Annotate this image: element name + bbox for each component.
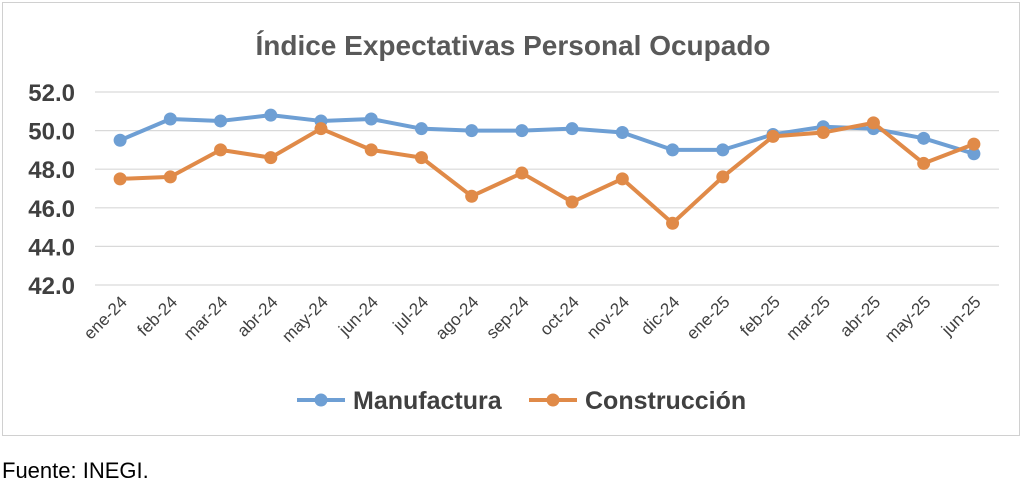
data-point[interactable] <box>414 122 428 136</box>
x-tick-label: sep-24 <box>483 292 533 342</box>
x-tick-label: ago-24 <box>432 292 483 343</box>
chart-frame: Índice Expectativas Personal Ocupado 42.… <box>2 2 1020 436</box>
line-chart: Índice Expectativas Personal Ocupado 42.… <box>28 30 999 415</box>
legend-swatch-marker <box>314 393 328 407</box>
x-tick-label: feb-24 <box>134 292 182 340</box>
data-point[interactable] <box>515 166 529 180</box>
series-line <box>118 113 976 156</box>
data-point[interactable] <box>163 170 177 184</box>
data-point[interactable] <box>163 112 177 126</box>
y-axis-ticks: 42.0 44.0 46.0 48.0 50.0 52.0 <box>28 80 75 300</box>
legend-swatch-marker <box>546 393 560 407</box>
x-tick-label: nov-24 <box>583 292 633 342</box>
x-tick-label: jun-24 <box>334 292 382 340</box>
data-point[interactable] <box>465 189 479 203</box>
legend-item-manufactura[interactable]: Manufactura <box>297 387 503 415</box>
series-line <box>118 120 976 226</box>
x-tick-label: abr-25 <box>836 292 884 340</box>
legend[interactable]: Manufactura Construcción <box>297 387 746 415</box>
data-point[interactable] <box>666 143 680 157</box>
data-point[interactable] <box>917 156 931 170</box>
data-point[interactable] <box>515 124 529 138</box>
data-point[interactable] <box>364 143 378 157</box>
x-tick-label: feb-25 <box>736 292 784 340</box>
data-point[interactable] <box>414 151 428 165</box>
data-point[interactable] <box>364 112 378 126</box>
data-point[interactable] <box>465 124 479 138</box>
x-tick-label: oct-24 <box>536 292 583 339</box>
x-tick-label: ene-25 <box>683 292 734 343</box>
data-point[interactable] <box>113 172 127 186</box>
data-point[interactable] <box>766 129 780 143</box>
data-point[interactable] <box>615 172 629 186</box>
data-point[interactable] <box>264 108 278 122</box>
y-tick-label: 42.0 <box>28 273 75 300</box>
source-note: Fuente: INEGI. <box>2 458 149 483</box>
data-point[interactable] <box>666 216 680 230</box>
data-point[interactable] <box>866 116 880 130</box>
data-point[interactable] <box>716 143 730 157</box>
legend-label: Construcción <box>585 387 746 415</box>
y-tick-label: 50.0 <box>28 119 75 146</box>
chart-title: Índice Expectativas Personal Ocupado <box>255 30 770 61</box>
x-tick-label: mar-25 <box>783 292 835 344</box>
data-point[interactable] <box>264 151 278 165</box>
data-point[interactable] <box>565 122 579 136</box>
x-tick-label: may-24 <box>278 292 332 346</box>
series-construccion <box>113 116 981 230</box>
x-tick-label: dic-24 <box>637 292 683 338</box>
y-tick-label: 44.0 <box>28 234 75 261</box>
legend-label: Manufactura <box>353 387 503 415</box>
data-point[interactable] <box>314 122 328 136</box>
y-tick-label: 52.0 <box>28 80 75 107</box>
data-point[interactable] <box>716 170 730 184</box>
x-tick-label: may-25 <box>881 292 935 346</box>
x-tick-label: jul-24 <box>389 292 433 336</box>
data-point[interactable] <box>214 114 228 128</box>
data-point[interactable] <box>816 126 830 140</box>
y-tick-label: 48.0 <box>28 157 75 184</box>
x-tick-label: jun-25 <box>937 292 985 340</box>
x-tick-label: abr-24 <box>233 292 281 340</box>
legend-item-construccion[interactable]: Construcción <box>529 387 746 415</box>
data-point[interactable] <box>917 131 931 145</box>
x-tick-label: mar-24 <box>180 292 232 344</box>
x-tick-label: ene-24 <box>80 292 131 343</box>
series-manufactura <box>113 108 981 161</box>
data-point[interactable] <box>214 143 228 157</box>
data-point[interactable] <box>967 137 981 151</box>
data-point[interactable] <box>967 147 981 161</box>
y-tick-label: 46.0 <box>28 196 75 223</box>
data-point[interactable] <box>565 195 579 209</box>
series-layer <box>113 108 981 230</box>
data-point[interactable] <box>113 133 127 147</box>
data-point[interactable] <box>615 126 629 140</box>
